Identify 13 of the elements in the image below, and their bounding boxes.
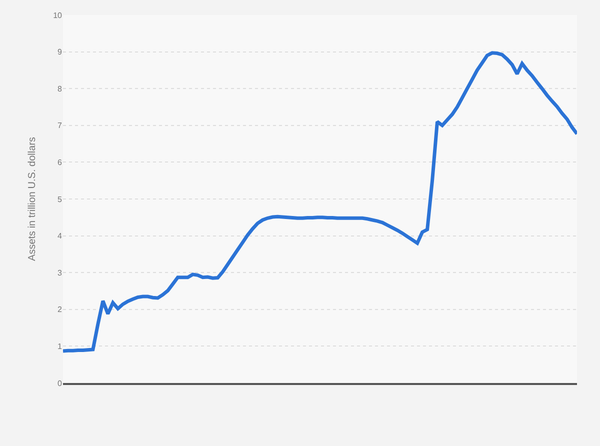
- y-tick-label: 3: [58, 268, 63, 278]
- y-tick-label: 4: [58, 232, 63, 241]
- y-tick-label: 9: [58, 48, 63, 57]
- y-tick-label: 2: [58, 305, 63, 314]
- y-tick-label: 5: [58, 194, 63, 204]
- y-tick-label: 6: [58, 158, 63, 167]
- y-tick-label: 10: [53, 10, 63, 20]
- line-series: [63, 51, 577, 353]
- y-tick-label: 1: [58, 342, 63, 351]
- y-tick-label: 7: [58, 121, 63, 130]
- y-tick-label: 8: [58, 84, 63, 94]
- y-axis-title: Assets in trillion U.S. dollars: [27, 137, 38, 261]
- y-tick-label: 0: [58, 378, 63, 388]
